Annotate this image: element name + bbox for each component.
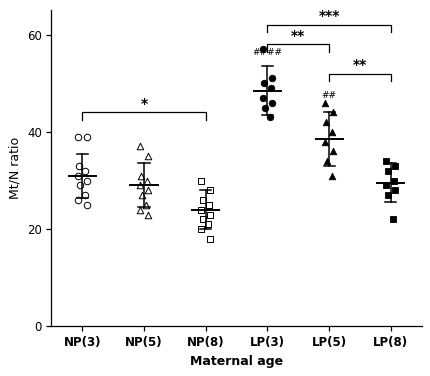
Point [138, 192, 145, 198]
Point [392, 163, 399, 169]
X-axis label: Maternal age: Maternal age [190, 355, 283, 368]
Point [392, 187, 399, 193]
Point [136, 182, 143, 188]
Point [198, 226, 205, 232]
Point [321, 139, 328, 145]
Point [136, 207, 143, 213]
Point [330, 109, 337, 115]
Point [261, 80, 268, 86]
Point [206, 236, 213, 242]
Point [200, 217, 207, 223]
Point [322, 119, 329, 125]
Point [76, 163, 83, 169]
Point [143, 202, 150, 208]
Point [330, 148, 337, 154]
Text: ##: ## [322, 91, 337, 100]
Point [145, 153, 152, 159]
Point [81, 192, 88, 198]
Point [145, 187, 152, 193]
Text: ***: *** [319, 9, 340, 23]
Point [268, 75, 275, 81]
Point [268, 100, 275, 106]
Point [206, 212, 213, 218]
Point [321, 100, 328, 106]
Text: ####: #### [252, 47, 283, 56]
Point [82, 168, 89, 174]
Text: *: * [141, 97, 147, 111]
Point [261, 105, 268, 111]
Point [198, 177, 205, 183]
Point [206, 187, 213, 193]
Point [145, 212, 152, 218]
Point [385, 192, 392, 198]
Point [328, 173, 335, 179]
Point [83, 202, 90, 208]
Point [267, 114, 273, 120]
Point [383, 182, 390, 188]
Point [77, 182, 83, 188]
Point [390, 217, 397, 223]
Point [74, 173, 81, 179]
Point [83, 177, 90, 183]
Point [384, 168, 391, 174]
Point [206, 202, 212, 208]
Point [74, 134, 81, 140]
Point [74, 197, 81, 203]
Point [138, 173, 144, 179]
Point [323, 158, 330, 164]
Point [267, 85, 274, 91]
Point [198, 207, 205, 213]
Point [260, 46, 267, 52]
Y-axis label: Mt/N ratio: Mt/N ratio [8, 137, 22, 199]
Point [383, 158, 390, 164]
Point [144, 177, 150, 183]
Point [136, 144, 143, 150]
Text: **: ** [353, 58, 367, 72]
Point [199, 197, 206, 203]
Point [329, 129, 336, 135]
Text: **: ** [291, 29, 305, 43]
Point [390, 177, 397, 183]
Point [260, 95, 267, 101]
Point [205, 221, 212, 227]
Point [83, 134, 90, 140]
